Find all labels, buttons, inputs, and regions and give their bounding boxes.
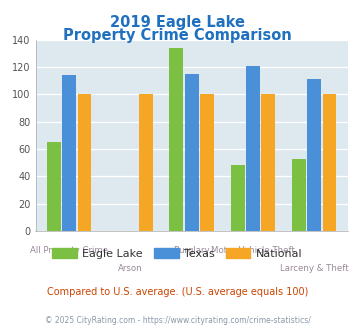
Bar xyxy=(78,94,91,231)
Bar xyxy=(200,94,214,231)
Legend: Eagle Lake, Texas, National: Eagle Lake, Texas, National xyxy=(48,244,307,263)
Text: Compared to U.S. average. (U.S. average equals 100): Compared to U.S. average. (U.S. average … xyxy=(47,287,308,297)
Bar xyxy=(323,94,337,231)
Bar xyxy=(139,94,153,231)
Bar xyxy=(292,158,306,231)
Bar xyxy=(246,66,260,231)
Text: All Property Crime: All Property Crime xyxy=(30,246,108,255)
Text: 2019 Eagle Lake: 2019 Eagle Lake xyxy=(110,15,245,30)
Text: Motor Vehicle Theft: Motor Vehicle Theft xyxy=(211,246,295,255)
Text: Larceny & Theft: Larceny & Theft xyxy=(280,264,349,273)
Text: Property Crime Comparison: Property Crime Comparison xyxy=(63,28,292,43)
Text: Burglary: Burglary xyxy=(173,246,210,255)
Text: © 2025 CityRating.com - https://www.cityrating.com/crime-statistics/: © 2025 CityRating.com - https://www.city… xyxy=(45,315,310,325)
Bar xyxy=(261,94,275,231)
Bar xyxy=(231,165,245,231)
Bar xyxy=(62,75,76,231)
Bar xyxy=(169,48,183,231)
Text: Arson: Arson xyxy=(118,264,143,273)
Bar xyxy=(47,142,61,231)
Bar xyxy=(307,79,321,231)
Bar xyxy=(185,74,198,231)
